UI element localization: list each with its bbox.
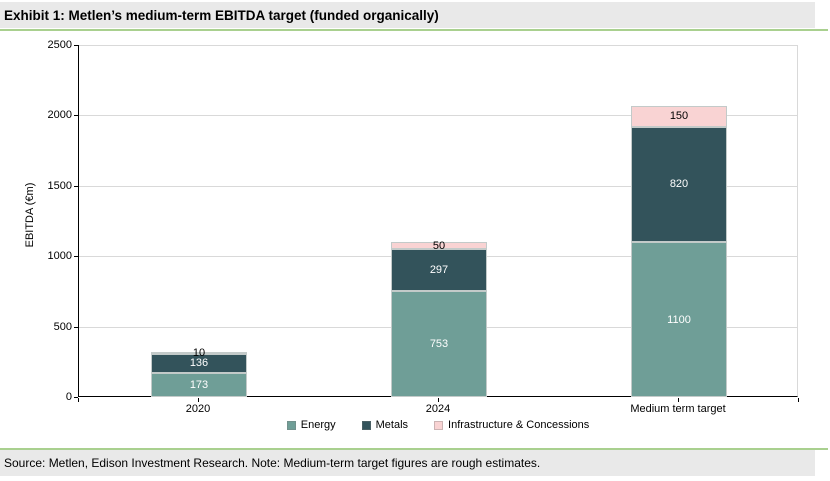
bar-value-label: 753 (429, 338, 449, 350)
bar-value-label: 136 (189, 357, 209, 370)
bar-value-label: 150 (669, 110, 689, 123)
legend-item-energy: Energy (286, 419, 336, 432)
legend-label: Energy (300, 419, 336, 431)
legend-swatch (434, 421, 444, 430)
y-tick-mark (74, 326, 78, 328)
source-note: Source: Metlen, Edison Investment Resear… (4, 456, 541, 470)
bar-value-label: 173 (189, 378, 209, 391)
legend-label: Metals (375, 419, 409, 431)
bar-value-label: 1100 (667, 313, 691, 326)
bar-value-label: 820 (669, 178, 689, 191)
bar-segment-metals: 136 (151, 353, 247, 373)
exhibit-header: Exhibit 1: Metlen’s medium-term EBITDA t… (0, 2, 815, 28)
exhibit-title: Exhibit 1: Metlen’s medium-term EBITDA t… (4, 7, 439, 23)
legend-swatch (361, 421, 371, 430)
y-tick-label: 500 (53, 320, 72, 333)
category-label: Medium term target (630, 403, 726, 415)
x-tick-mark (198, 398, 199, 402)
y-tick-mark (74, 115, 78, 117)
bar-segment-metals: 297 (391, 249, 487, 291)
y-tick-label: 1000 (47, 250, 72, 263)
y-tick-mark (74, 256, 78, 258)
gridline (79, 115, 797, 117)
bar-segment-metals: 820 (631, 126, 727, 243)
y-tick-mark (74, 45, 78, 46)
bar-segment-infrastructure-concessions: 10 (151, 347, 247, 359)
bar-segment-infrastructure-concessions: 50 (391, 240, 487, 252)
category-label: 2020 (185, 403, 211, 415)
bar-segment-energy: 173 (151, 372, 247, 397)
bar-value-label: 297 (429, 264, 449, 277)
bar-segment-energy: 753 (391, 291, 487, 397)
source-divider (0, 448, 828, 450)
legend-item-metals: Metals (361, 419, 409, 432)
y-tick-label: 2000 (47, 109, 72, 122)
y-tick-mark (74, 397, 78, 398)
plot-area: 173 136 10 753 297 50 1100 820 150 (78, 45, 798, 397)
gridline (79, 185, 797, 187)
x-tick-mark (438, 398, 439, 402)
gridline (79, 45, 797, 46)
bar-segment-energy: 1100 (631, 242, 727, 397)
x-tick-mark (678, 398, 679, 402)
y-tick-mark (74, 185, 78, 187)
bar-segment-infrastructure-concessions: 150 (631, 105, 727, 127)
header-divider (0, 29, 828, 31)
x-tick-mark (798, 398, 799, 402)
y-tick-label: 2500 (47, 39, 72, 51)
legend-label: Infrastructure & Concessions (448, 419, 590, 431)
x-tick-mark (78, 398, 79, 402)
y-tick-label: 1500 (47, 179, 72, 192)
y-tick-label: 0 (65, 391, 72, 403)
source-bar: Source: Metlen, Edison Investment Resear… (0, 450, 815, 476)
legend: Energy Metals Infrastructure & Concessions (78, 419, 798, 432)
category-label: 2024 (425, 403, 451, 415)
legend-swatch (286, 421, 296, 430)
legend-item-infrastructure-concessions: Infrastructure & Concessions (434, 419, 589, 432)
